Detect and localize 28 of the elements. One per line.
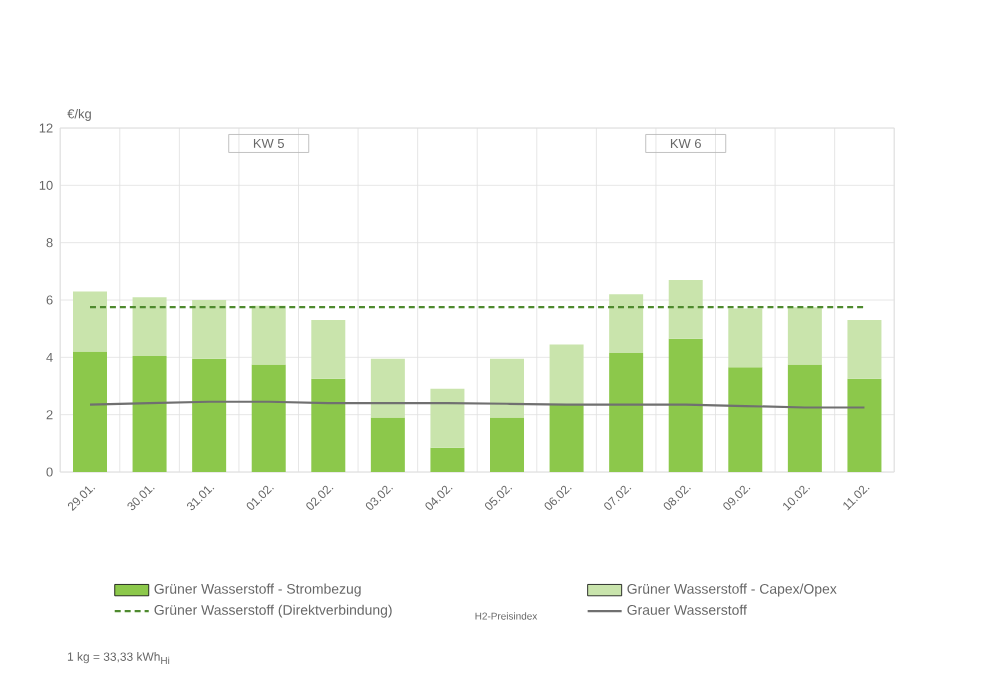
bar [728,308,763,368]
bar [73,351,107,472]
bar [847,320,882,379]
bar [192,300,227,359]
bar [132,297,167,356]
bar [787,307,822,365]
bar [192,358,227,472]
bar [430,388,465,448]
bar [609,294,644,354]
bar [668,338,703,472]
bar [311,378,346,472]
bar [251,364,286,472]
bar [549,344,584,405]
bar [490,417,525,472]
bar [132,355,167,472]
bar [847,378,882,472]
bar [370,358,405,418]
bar [251,305,286,365]
bar [370,417,405,472]
bar [787,364,822,472]
bar [73,291,107,352]
bar [609,353,644,472]
bar [668,279,703,339]
bar [490,358,525,418]
bar [430,447,465,472]
bar [728,367,763,472]
bar [549,404,584,472]
bar [311,320,346,379]
